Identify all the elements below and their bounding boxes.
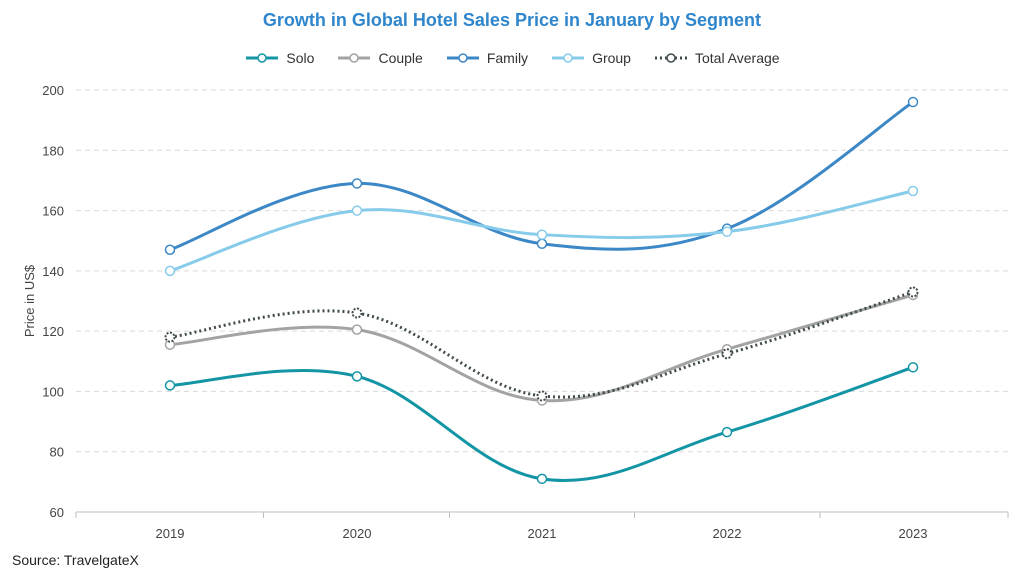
data-point-family	[536, 238, 548, 249]
data-point-total-average	[351, 307, 363, 319]
legend-label: Solo	[286, 50, 315, 66]
data-point-couple	[351, 324, 363, 335]
y-tick-label: 80	[50, 445, 64, 460]
y-tick-label: 100	[42, 384, 64, 399]
data-point-group	[536, 229, 548, 240]
legend-item-family: Family	[445, 50, 528, 66]
data-point-solo	[907, 362, 919, 373]
data-point-solo	[351, 371, 363, 382]
y-tick-label: 60	[50, 505, 64, 520]
data-point-solo	[721, 426, 733, 438]
data-point-group	[164, 265, 176, 277]
y-tick-label: 180	[42, 143, 64, 158]
legend-item-solo: Solo	[244, 50, 314, 66]
x-tick-label: 2020	[343, 526, 372, 541]
chart-legend: Solo Couple Family Group Total Average	[0, 50, 1024, 66]
legend-label: Group	[592, 50, 631, 66]
y-tick-label: 140	[42, 264, 64, 279]
series-line-couple	[169, 293, 914, 403]
data-point-group	[907, 185, 919, 197]
data-point-total-average	[721, 348, 733, 360]
legend-swatch	[446, 53, 479, 63]
y-tick-label: 160	[42, 204, 64, 219]
series-line-total-average	[169, 290, 914, 399]
legend-item-total-average: Total Average	[653, 50, 780, 66]
chart-title: Growth in Global Hotel Sales Price in Ja…	[262, 10, 762, 30]
legend-item-couple: Couple	[336, 50, 423, 66]
data-point-family	[907, 96, 919, 108]
x-tick-label: 2022	[713, 526, 742, 541]
source-note: Source: TravelgateX	[12, 552, 139, 568]
legend-swatch	[654, 53, 687, 63]
legend-label: Couple	[378, 50, 423, 66]
data-point-total-average	[536, 390, 548, 402]
data-point-solo	[164, 380, 176, 391]
data-point-solo	[536, 473, 548, 485]
legend-swatch	[246, 53, 279, 63]
data-point-group	[351, 205, 363, 216]
data-point-group	[721, 226, 733, 237]
x-tick-label: 2019	[156, 526, 185, 541]
x-tick-label: 2023	[899, 526, 928, 541]
data-point-family	[164, 244, 176, 256]
legend-item-group: Group	[550, 50, 631, 66]
data-point-total-average	[907, 286, 919, 298]
series-line-solo	[169, 365, 914, 483]
legend-swatch	[552, 53, 585, 63]
y-tick-label: 120	[42, 324, 64, 339]
y-axis-label: Price in US$	[22, 264, 37, 337]
x-tick-label: 2021	[528, 526, 557, 541]
legend-label: Total Average	[694, 50, 780, 66]
legend-label: Family	[486, 50, 529, 66]
data-point-total-average	[164, 331, 176, 343]
legend-swatch	[338, 53, 371, 63]
data-point-family	[351, 178, 363, 189]
y-tick-label: 200	[42, 83, 64, 98]
